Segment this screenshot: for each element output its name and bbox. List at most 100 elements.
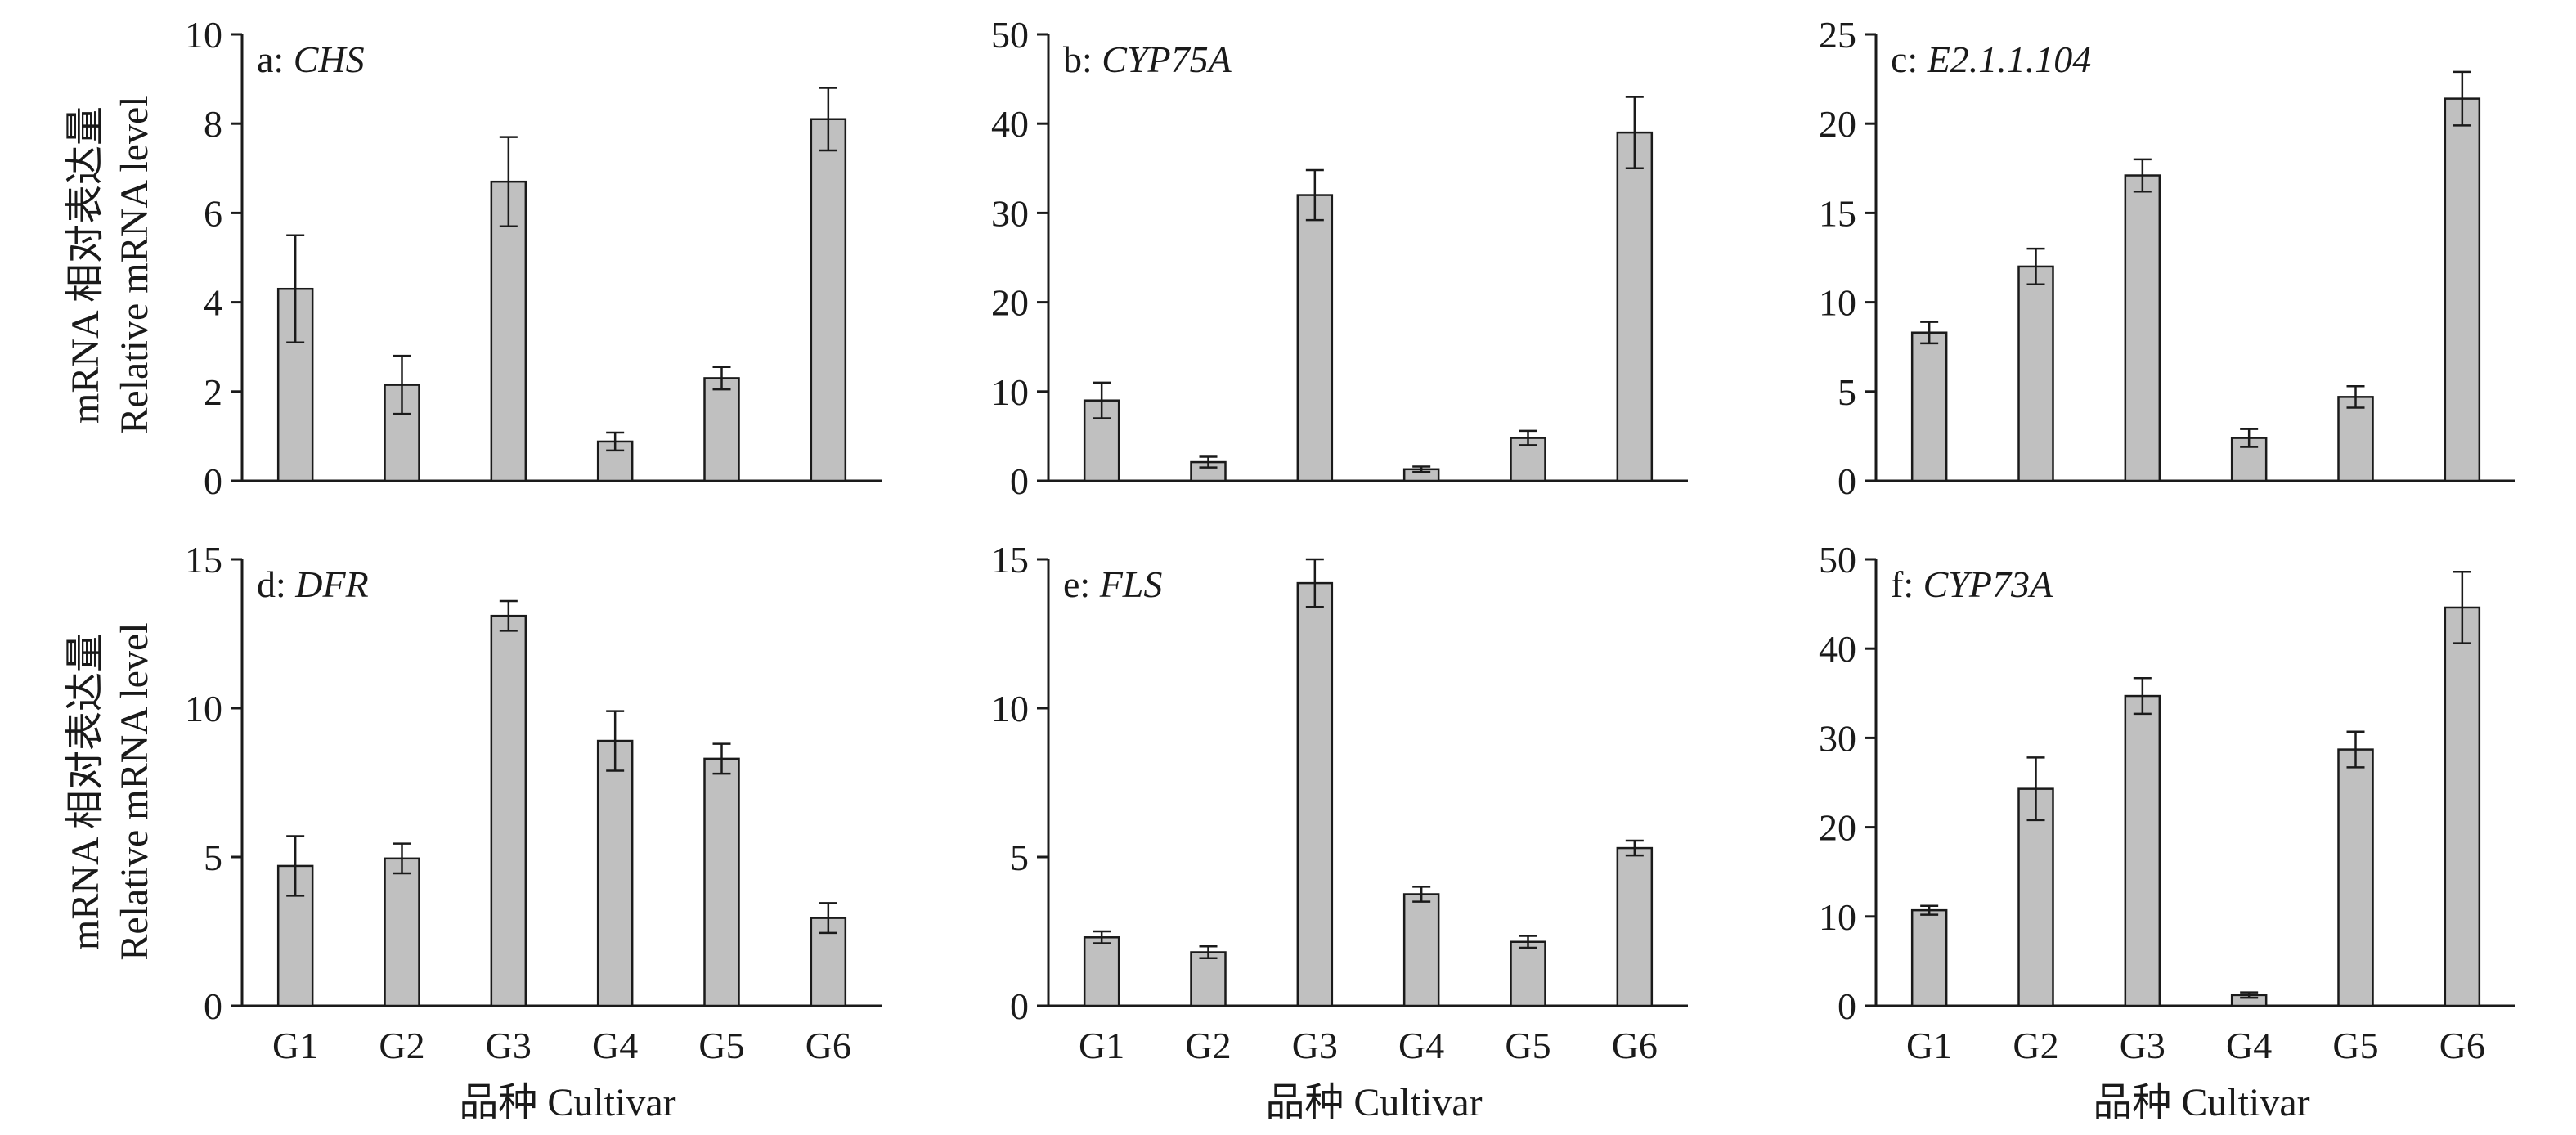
y-tick-label: 15 xyxy=(185,539,222,581)
bar-g3 xyxy=(1296,581,1334,1007)
panel-b-cyp75a: 0 10 20 30 40 50 b: CYP75A xyxy=(991,14,1688,502)
x-tick-label: G5 xyxy=(698,1025,744,1066)
panel-letter: e: xyxy=(1063,563,1100,605)
panel-letter: b: xyxy=(1063,38,1102,80)
bar-g6 xyxy=(1616,131,1654,482)
panel-label: e: FLS xyxy=(1063,563,1162,605)
panel-gene-name: DFR xyxy=(294,563,368,605)
y-tick-label: 50 xyxy=(991,14,1029,56)
panel-a-chs: 0 2 4 6 8 10 a: CHS xyxy=(185,14,882,502)
y-tick-label: 40 xyxy=(991,103,1029,145)
bar-g6 xyxy=(810,118,847,482)
y-tick-label: 40 xyxy=(1819,628,1856,670)
x-tick-label: G3 xyxy=(1292,1025,1338,1066)
bar-g6 xyxy=(1616,846,1654,1007)
y-axis-title-en-row1: Relative mRNA level xyxy=(113,96,156,433)
panel-label: f: CYP73A xyxy=(1891,563,2053,605)
panel-label: d: DFR xyxy=(257,563,369,605)
bar-g4 xyxy=(1402,893,1440,1007)
y-tick-label: 5 xyxy=(1010,837,1029,878)
bar-g1 xyxy=(1910,331,1948,482)
panel-letter: f: xyxy=(1891,563,1923,605)
bar-g2 xyxy=(1190,951,1227,1007)
bar-g6 xyxy=(2444,97,2481,482)
x-tick-label: G2 xyxy=(2013,1025,2058,1066)
y-tick-label: 5 xyxy=(204,837,222,878)
x-tick-label: G4 xyxy=(592,1025,638,1066)
panel-d-dfr: 0 5 10 15 G1 G2 G3 G4 G5 G6 d: DFR xyxy=(185,539,882,1066)
y-tick-label: 10 xyxy=(185,14,222,56)
y-axis-title-cn-row1: mRNA 相对表达量 xyxy=(64,106,107,424)
bar-g4 xyxy=(596,739,634,1007)
bar-g5 xyxy=(1510,940,1546,1007)
bar-g5 xyxy=(2337,748,2374,1007)
panel-letter: c: xyxy=(1891,38,1928,80)
bar-g5 xyxy=(2337,396,2374,482)
y-tick-label: 10 xyxy=(1819,282,1856,324)
y-tick-label: 15 xyxy=(991,539,1029,581)
y-tick-label: 0 xyxy=(1010,985,1029,1027)
bar-g5 xyxy=(703,377,740,482)
y-tick-label: 0 xyxy=(1838,985,1856,1027)
y-tick-label: 30 xyxy=(991,192,1029,234)
x-tick-label: G2 xyxy=(379,1025,424,1066)
x-axis-title-d: 品种 Cultivar xyxy=(459,1081,675,1124)
y-axis-title-cn-row2: mRNA 相对表达量 xyxy=(64,633,107,950)
y-tick-label: 10 xyxy=(991,688,1029,729)
panel-label: b: CYP75A xyxy=(1063,38,1232,80)
bar-g2 xyxy=(2017,265,2054,482)
y-tick-label: 25 xyxy=(1819,14,1856,56)
y-tick-label: 5 xyxy=(1838,371,1856,413)
bar-g5 xyxy=(703,757,740,1007)
y-tick-label: 0 xyxy=(1838,460,1856,502)
y-tick-label: 20 xyxy=(1819,103,1856,145)
y-tick-label: 50 xyxy=(1819,539,1856,581)
y-tick-label: 10 xyxy=(991,371,1029,413)
x-tick-label: G6 xyxy=(2439,1025,2485,1066)
bar-g6 xyxy=(2444,606,2481,1007)
y-tick-label: 6 xyxy=(204,192,222,234)
x-tick-label: G1 xyxy=(1079,1025,1124,1066)
y-tick-label: 0 xyxy=(204,460,222,502)
panel-f-cyp73a: 0 10 20 30 40 50 G1 G2 G3 G4 G5 G6 f: CYP73A xyxy=(1819,539,2515,1066)
x-axis-title-f: 品种 Cultivar xyxy=(2093,1081,2309,1124)
bar-g3 xyxy=(2124,694,2161,1007)
y-tick-label: 15 xyxy=(1819,192,1856,234)
x-tick-label: G5 xyxy=(1505,1025,1551,1066)
panel-c-e2-1-1-104: 0 5 10 15 20 25 c: E2.1.1.104 xyxy=(1819,14,2515,502)
bar-g1 xyxy=(1083,936,1120,1007)
y-tick-label: 10 xyxy=(1819,896,1856,938)
y-axis-title-en-row2: Relative mRNA level xyxy=(113,622,156,960)
y-tick-label: 8 xyxy=(204,103,222,145)
panel-letter: d: xyxy=(257,563,295,605)
panel-letter: a: xyxy=(257,38,294,80)
bar-g3 xyxy=(490,180,527,482)
bar-g2 xyxy=(384,857,420,1007)
panel-gene-name: FLS xyxy=(1099,563,1163,605)
x-tick-label: G1 xyxy=(1906,1025,1952,1066)
bar-g2 xyxy=(2017,787,2054,1007)
y-tick-label: 4 xyxy=(204,282,222,324)
y-tick-label: 30 xyxy=(1819,717,1856,759)
panel-label: a: CHS xyxy=(257,38,365,80)
x-tick-label: G2 xyxy=(1185,1025,1231,1066)
x-tick-label: G1 xyxy=(272,1025,318,1066)
panel-gene-name: CYP73A xyxy=(1923,563,2053,605)
x-tick-label: G6 xyxy=(1612,1025,1658,1066)
bar-g3 xyxy=(1296,194,1334,482)
bar-g3 xyxy=(2124,174,2161,482)
bar-g1 xyxy=(1910,908,1948,1007)
panel-gene-name: CYP75A xyxy=(1102,38,1232,80)
x-tick-label: G5 xyxy=(2332,1025,2378,1066)
panel-gene-name: CHS xyxy=(294,38,365,80)
x-tick-label: G4 xyxy=(2226,1025,2272,1066)
y-tick-label: 0 xyxy=(1010,460,1029,502)
y-tick-label: 20 xyxy=(1819,807,1856,849)
y-tick-label: 2 xyxy=(204,371,222,413)
x-axis-title-e: 品种 Cultivar xyxy=(1265,1081,1482,1124)
x-tick-label: G3 xyxy=(2120,1025,2165,1066)
y-tick-label: 0 xyxy=(204,985,222,1027)
y-tick-label: 10 xyxy=(185,688,222,729)
panel-gene-name: E2.1.1.104 xyxy=(1927,38,2092,80)
